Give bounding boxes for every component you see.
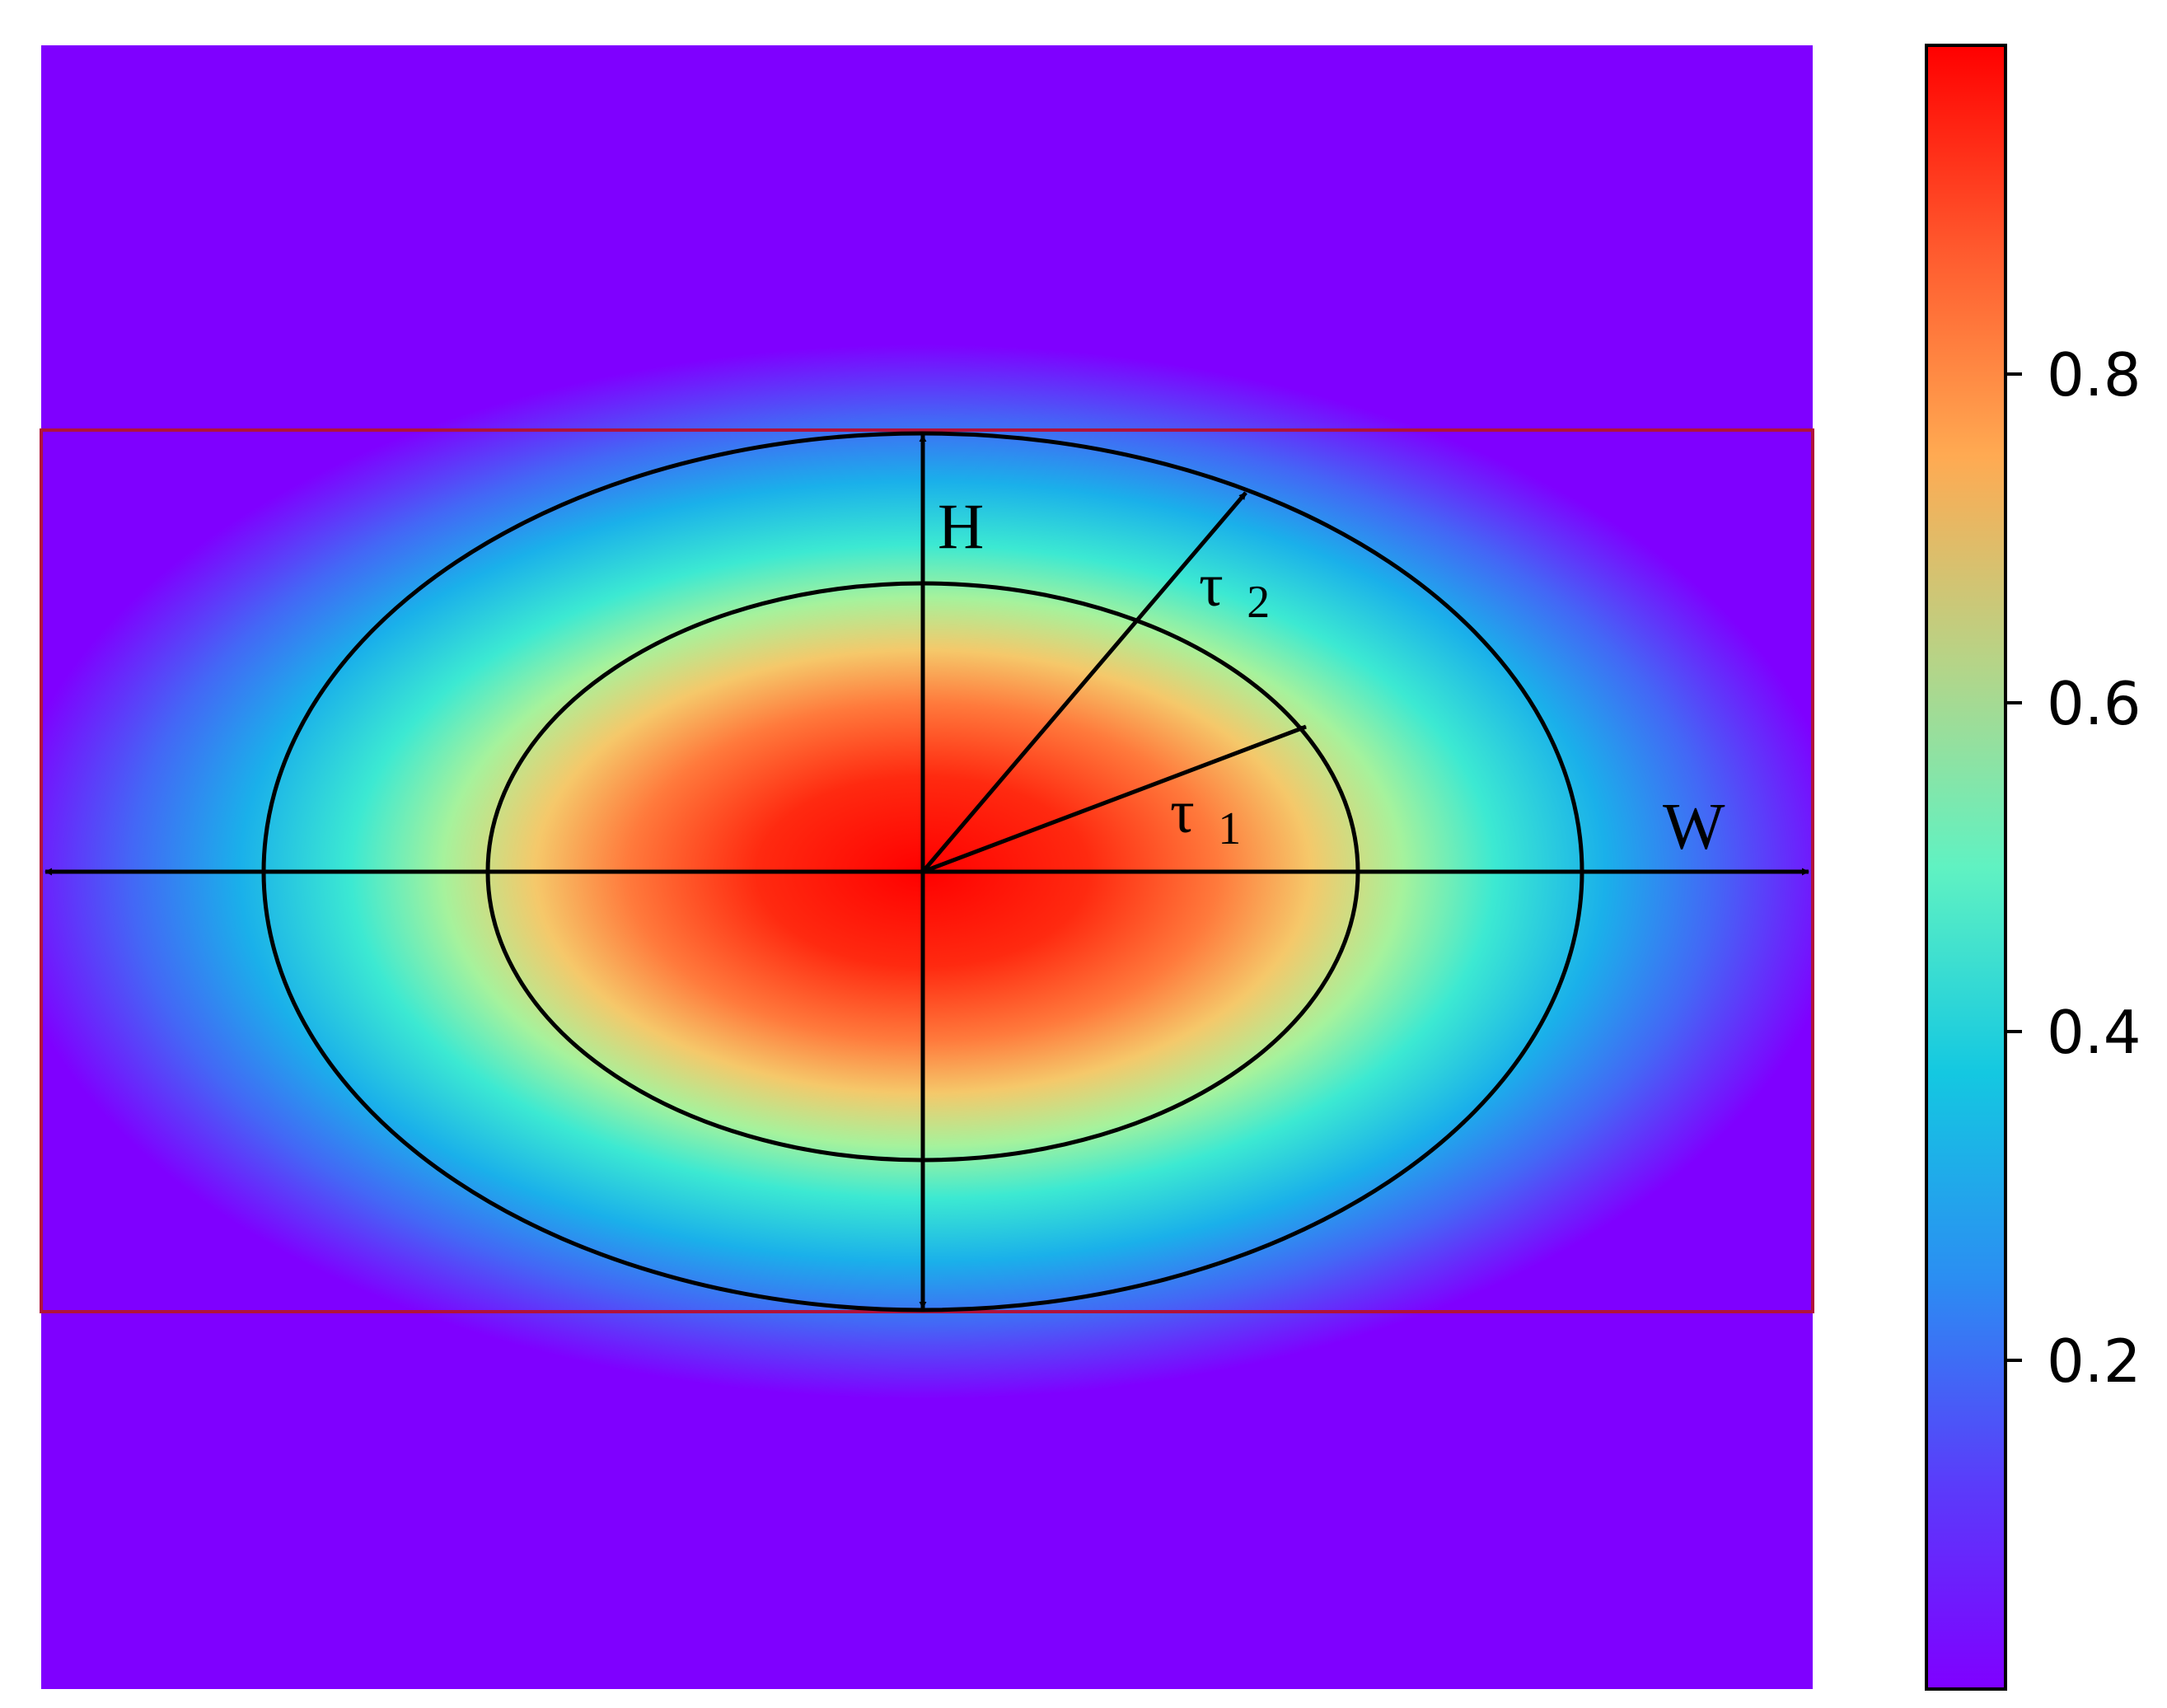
tau1-subscript: 1 bbox=[1218, 803, 1241, 854]
colorbar-gradient bbox=[1925, 44, 2007, 1691]
width-label: W bbox=[1663, 791, 1725, 863]
tau1-symbol: τ bbox=[1170, 779, 1195, 846]
colorbar-tick-label: 0.6 bbox=[2047, 669, 2141, 738]
height-label: H bbox=[938, 490, 984, 562]
colorbar-tick-label: 0.2 bbox=[2047, 1327, 2141, 1396]
tau2-symbol: τ bbox=[1199, 552, 1224, 620]
tau1-label: τ 1 bbox=[1170, 779, 1241, 854]
tau2-arrow bbox=[921, 491, 1247, 873]
tau2-subscript: 2 bbox=[1247, 577, 1270, 628]
colorbar-tick-label: 0.8 bbox=[2047, 340, 2141, 409]
colorbar-ticks: 0.2 0.4 0.6 0.8 bbox=[2006, 340, 2141, 1396]
tau2-label: τ 2 bbox=[1199, 552, 1270, 628]
colorbar-tick-label: 0.4 bbox=[2047, 998, 2141, 1067]
tau1-arrow bbox=[922, 724, 1307, 874]
colorbar: 0.2 0.4 0.6 0.8 bbox=[1925, 44, 2141, 1691]
